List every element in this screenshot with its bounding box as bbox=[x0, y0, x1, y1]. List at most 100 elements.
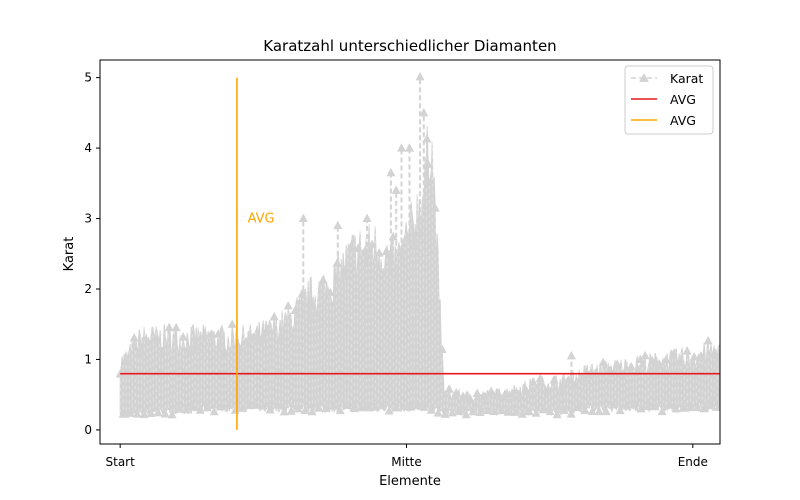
karat-series-marker bbox=[468, 406, 478, 416]
karat-series-marker bbox=[241, 336, 251, 346]
karat-series-marker bbox=[675, 356, 685, 366]
karat-series-marker bbox=[335, 405, 345, 415]
karat-series-marker bbox=[150, 333, 160, 343]
karat-series-marker bbox=[395, 247, 405, 257]
y-tick-label: 4 bbox=[84, 141, 92, 155]
y-axis-label: Karat bbox=[62, 237, 77, 272]
axis-ticks: 0 1 2 3 4 5 Start Mitte Ende bbox=[84, 71, 708, 469]
karat-series-marker bbox=[412, 400, 422, 410]
karat-series-marker bbox=[153, 407, 163, 417]
karat-series-marker bbox=[370, 402, 380, 411]
karat-series-marker bbox=[573, 402, 583, 411]
karat-series-marker bbox=[160, 409, 170, 418]
karat-series-marker bbox=[433, 408, 443, 417]
plot-frame bbox=[99, 59, 721, 445]
legend: Karat AVG AVG bbox=[624, 65, 714, 135]
karat-series-marker bbox=[728, 403, 737, 412]
chart-title: Karatzahl unterschiedlicher Diamanten bbox=[263, 37, 556, 55]
karat-series-marker bbox=[699, 403, 709, 413]
karat-series-marker bbox=[118, 409, 128, 418]
karat-series-marker bbox=[514, 390, 524, 399]
karat-series-marker bbox=[391, 185, 401, 194]
x-tick-label: Mitte bbox=[391, 455, 421, 469]
legend-marker-karat bbox=[639, 73, 649, 82]
karat-series-marker bbox=[507, 388, 517, 398]
karat-series-marker bbox=[404, 143, 414, 152]
karat-series-marker bbox=[139, 409, 149, 419]
karat-series-marker bbox=[570, 380, 580, 389]
plot-area: AVG bbox=[115, 71, 737, 430]
karat-series-marker bbox=[437, 344, 447, 353]
karat-series-marker bbox=[388, 231, 398, 241]
karat-series-marker bbox=[444, 384, 454, 393]
karat-series-marker bbox=[132, 409, 142, 418]
karat-series-marker bbox=[307, 406, 317, 416]
y-tick-label: 5 bbox=[84, 71, 92, 85]
karat-series-marker bbox=[486, 386, 496, 396]
karat-series-marker bbox=[325, 287, 335, 297]
karat-series-marker bbox=[363, 402, 373, 412]
karat-series-marker bbox=[657, 406, 667, 416]
karat-series-marker bbox=[545, 406, 555, 416]
karat-series-marker bbox=[220, 347, 230, 357]
karat-series-marker bbox=[496, 405, 506, 415]
karat-series-marker bbox=[668, 349, 678, 359]
karat-series-marker bbox=[374, 248, 384, 257]
karat-series-marker bbox=[454, 406, 464, 416]
karat-series-marker bbox=[493, 388, 503, 397]
karat-series-marker bbox=[622, 400, 632, 410]
karat-series-marker bbox=[360, 245, 370, 255]
karat-series-marker bbox=[563, 375, 573, 384]
karat-series-marker bbox=[615, 405, 625, 415]
karat-series-marker bbox=[416, 227, 426, 237]
karat-series-marker bbox=[461, 409, 471, 419]
karat-series-marker bbox=[283, 300, 293, 310]
karat-series-marker bbox=[482, 405, 492, 415]
karat-series-marker bbox=[458, 391, 468, 400]
karat-series-marker bbox=[332, 258, 342, 267]
karat-series-marker bbox=[164, 322, 174, 332]
karat-series-marker bbox=[549, 374, 559, 384]
karat-series-marker bbox=[174, 404, 184, 413]
y-tick-label: 3 bbox=[84, 212, 92, 226]
x-tick-label: Start bbox=[106, 455, 136, 469]
karat-series-marker bbox=[398, 401, 408, 411]
karat-series-marker bbox=[125, 408, 135, 417]
karat-series-marker bbox=[146, 408, 156, 417]
karat-series-marker bbox=[328, 400, 338, 410]
karat-series-marker bbox=[696, 351, 706, 360]
karat-series-marker bbox=[293, 403, 303, 413]
karat-series-marker bbox=[556, 384, 566, 394]
karat-series-marker bbox=[440, 409, 450, 418]
karat-series-marker bbox=[251, 400, 261, 409]
karat-series-marker bbox=[517, 409, 527, 418]
karat-series-marker bbox=[510, 407, 520, 416]
karat-series-marker bbox=[262, 324, 272, 333]
karat-series-marker bbox=[422, 133, 432, 143]
karat-series-marker bbox=[535, 373, 545, 383]
karat-series-marker bbox=[333, 220, 343, 230]
y-tick-label: 1 bbox=[84, 352, 92, 366]
karat-series-marker bbox=[223, 399, 233, 409]
karat-series-marker bbox=[671, 403, 681, 413]
legend-box bbox=[624, 65, 714, 135]
karat-series-marker bbox=[129, 333, 139, 342]
karat-series-marker bbox=[397, 143, 407, 152]
karat-series-marker bbox=[321, 403, 331, 413]
karat-series-marker bbox=[587, 406, 597, 416]
karat-series-marker bbox=[626, 361, 636, 371]
karat-series-marker bbox=[500, 389, 510, 398]
karat-series-marker bbox=[255, 334, 265, 344]
karat-series-marker bbox=[136, 347, 146, 356]
karat-series-marker bbox=[386, 167, 396, 177]
karat-series-marker bbox=[717, 342, 720, 348]
karat-series-marker bbox=[290, 305, 300, 314]
karat-series-marker bbox=[661, 354, 671, 364]
karat-series-marker bbox=[721, 405, 730, 414]
karat-series-marker bbox=[423, 159, 433, 168]
karat-series-marker bbox=[213, 329, 223, 338]
karat-series-marker bbox=[678, 403, 688, 412]
legend-label-avg-orange: AVG bbox=[670, 113, 696, 128]
karat-series-marker bbox=[272, 400, 282, 409]
